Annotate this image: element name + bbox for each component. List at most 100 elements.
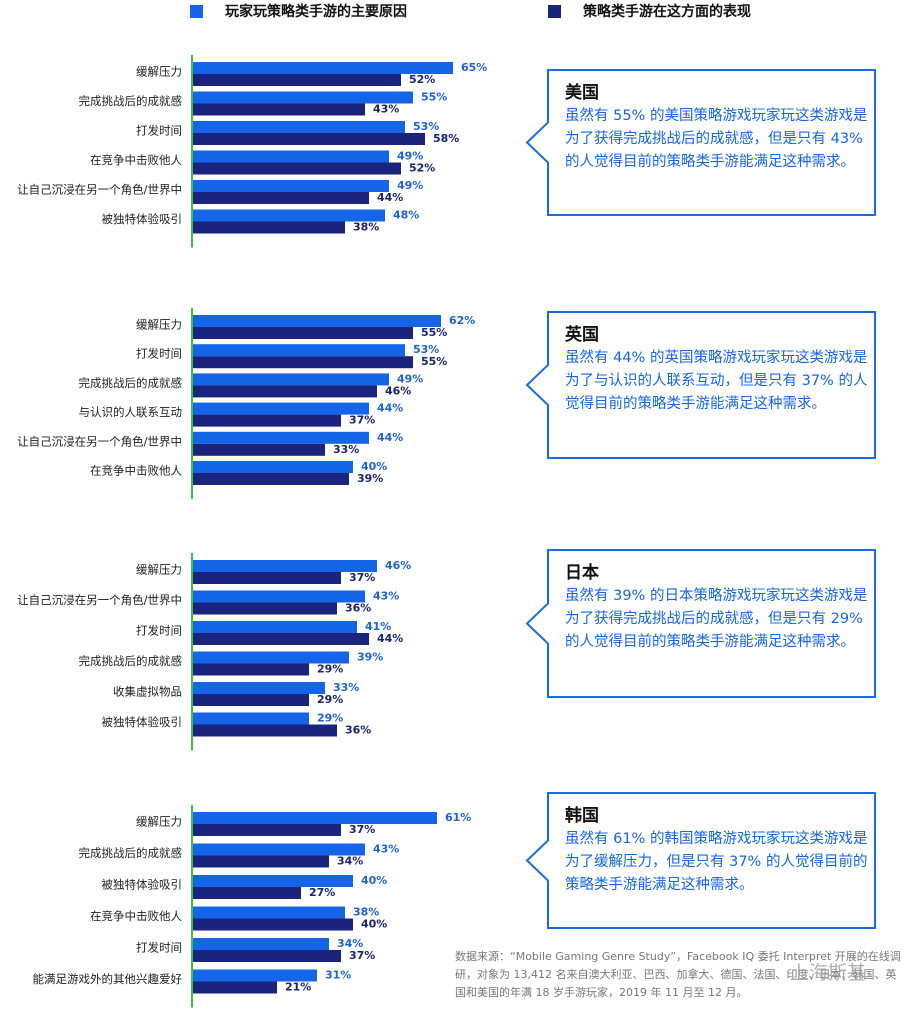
category-label: 被独特体验吸引 xyxy=(102,878,183,892)
legend-swatch xyxy=(190,5,203,18)
legend-label: 策略类手游在这方面的表现 xyxy=(582,3,751,20)
legend-label: 玩家玩策略类手游的主要原因 xyxy=(225,3,407,20)
category-label: 收集虚拟物品 xyxy=(113,685,182,699)
value-label: 44% xyxy=(377,402,403,415)
category-label: 缓解压力 xyxy=(136,563,182,577)
bar xyxy=(193,981,277,994)
bar xyxy=(193,855,329,868)
bar xyxy=(193,74,401,86)
value-label: 40% xyxy=(361,874,387,887)
bar xyxy=(193,385,377,398)
value-label: 49% xyxy=(397,372,423,385)
value-label: 55% xyxy=(421,355,447,368)
value-label: 29% xyxy=(317,693,343,706)
bar xyxy=(193,682,325,694)
category-label: 缓解压力 xyxy=(136,65,182,79)
value-label: 37% xyxy=(349,823,375,836)
bar xyxy=(193,812,437,824)
bar xyxy=(193,344,405,357)
bar xyxy=(193,162,401,175)
category-label: 完成挑战后的成就感 xyxy=(79,654,183,668)
bar xyxy=(193,969,317,982)
value-label: 52% xyxy=(409,73,435,86)
value-label: 62% xyxy=(449,314,475,327)
category-label: 让自己沉浸在另一个角色/世界中 xyxy=(17,434,182,448)
legend-swatch xyxy=(548,5,561,18)
value-label: 33% xyxy=(333,443,359,456)
category-label: 与认识的人联系互动 xyxy=(79,405,183,419)
bar xyxy=(193,121,405,133)
bar xyxy=(193,918,353,931)
callout-title: 日本 xyxy=(565,563,599,583)
value-label: 37% xyxy=(349,414,375,427)
value-label: 29% xyxy=(317,663,343,676)
source-note: 数据来源：“Mobile Gaming Genre Study”，Faceboo… xyxy=(455,950,901,999)
bar xyxy=(193,560,377,572)
category-label: 打发时间 xyxy=(136,624,182,638)
bar xyxy=(193,414,341,427)
callout-box xyxy=(525,311,876,459)
bar xyxy=(193,327,413,339)
bar xyxy=(193,103,365,116)
bar xyxy=(193,663,309,676)
bar xyxy=(193,633,369,645)
category-label: 完成挑战后的成就感 xyxy=(79,846,183,860)
bar xyxy=(193,473,349,485)
bar xyxy=(193,62,453,74)
value-label: 44% xyxy=(377,632,403,645)
value-label: 34% xyxy=(337,855,363,868)
value-label: 61% xyxy=(445,811,471,824)
category-label: 在竞争中击败他人 xyxy=(90,464,182,478)
value-label: 53% xyxy=(413,343,439,356)
value-label: 44% xyxy=(377,431,403,444)
bar xyxy=(193,373,389,386)
bar xyxy=(193,950,341,962)
category-label: 在竞争中击败他人 xyxy=(90,909,182,923)
category-label: 完成挑战后的成就感 xyxy=(79,94,183,108)
category-label: 让自己沉浸在另一个角色/世界中 xyxy=(17,183,182,197)
value-label: 37% xyxy=(349,571,375,584)
value-label: 49% xyxy=(397,179,423,192)
category-label: 被独特体验吸引 xyxy=(102,715,183,729)
bar xyxy=(193,150,389,163)
bar xyxy=(193,843,365,856)
value-label: 55% xyxy=(421,326,447,339)
category-label: 让自己沉浸在另一个角色/世界中 xyxy=(17,593,182,607)
callout-title: 美国 xyxy=(565,83,599,103)
callout-text: 虽然有 39% 的日本策略游戏玩家玩这类游戏是为了获得完成挑战后的成就感，但是只… xyxy=(565,588,868,650)
value-label: 27% xyxy=(309,886,335,899)
bar xyxy=(193,133,425,145)
bar xyxy=(193,602,337,615)
value-label: 37% xyxy=(349,949,375,962)
bar xyxy=(193,461,353,473)
value-label: 43% xyxy=(373,843,399,856)
bar xyxy=(193,443,325,456)
bar xyxy=(193,431,369,444)
category-label: 完成挑战后的成就感 xyxy=(79,376,183,390)
callout-title: 英国 xyxy=(565,325,599,345)
callout-text: 虽然有 61% 的韩国策略游戏玩家玩这类游戏是为了缓解压力，但是只有 37% 的… xyxy=(565,831,868,893)
bar xyxy=(193,712,309,725)
bar xyxy=(193,315,441,327)
value-label: 48% xyxy=(393,209,419,222)
value-label: 65% xyxy=(461,61,487,74)
value-label: 40% xyxy=(361,460,387,473)
category-label: 缓解压力 xyxy=(136,318,182,332)
value-label: 29% xyxy=(317,712,343,725)
category-label: 打发时间 xyxy=(136,347,182,361)
value-label: 40% xyxy=(361,918,387,931)
callout-text: 虽然有 55% 的美国策略游戏玩家玩这类游戏是为了获得完成挑战后的成就感，但是只… xyxy=(565,108,868,170)
value-label: 46% xyxy=(385,384,411,397)
value-label: 41% xyxy=(365,620,391,633)
callout-box xyxy=(525,792,876,929)
value-label: 38% xyxy=(353,906,379,919)
value-label: 33% xyxy=(333,681,359,694)
bar xyxy=(193,824,341,836)
value-label: 52% xyxy=(409,162,435,175)
bar xyxy=(193,572,341,584)
bar xyxy=(193,694,309,706)
value-label: 44% xyxy=(377,191,403,204)
value-label: 39% xyxy=(357,472,383,485)
bar xyxy=(193,180,389,192)
